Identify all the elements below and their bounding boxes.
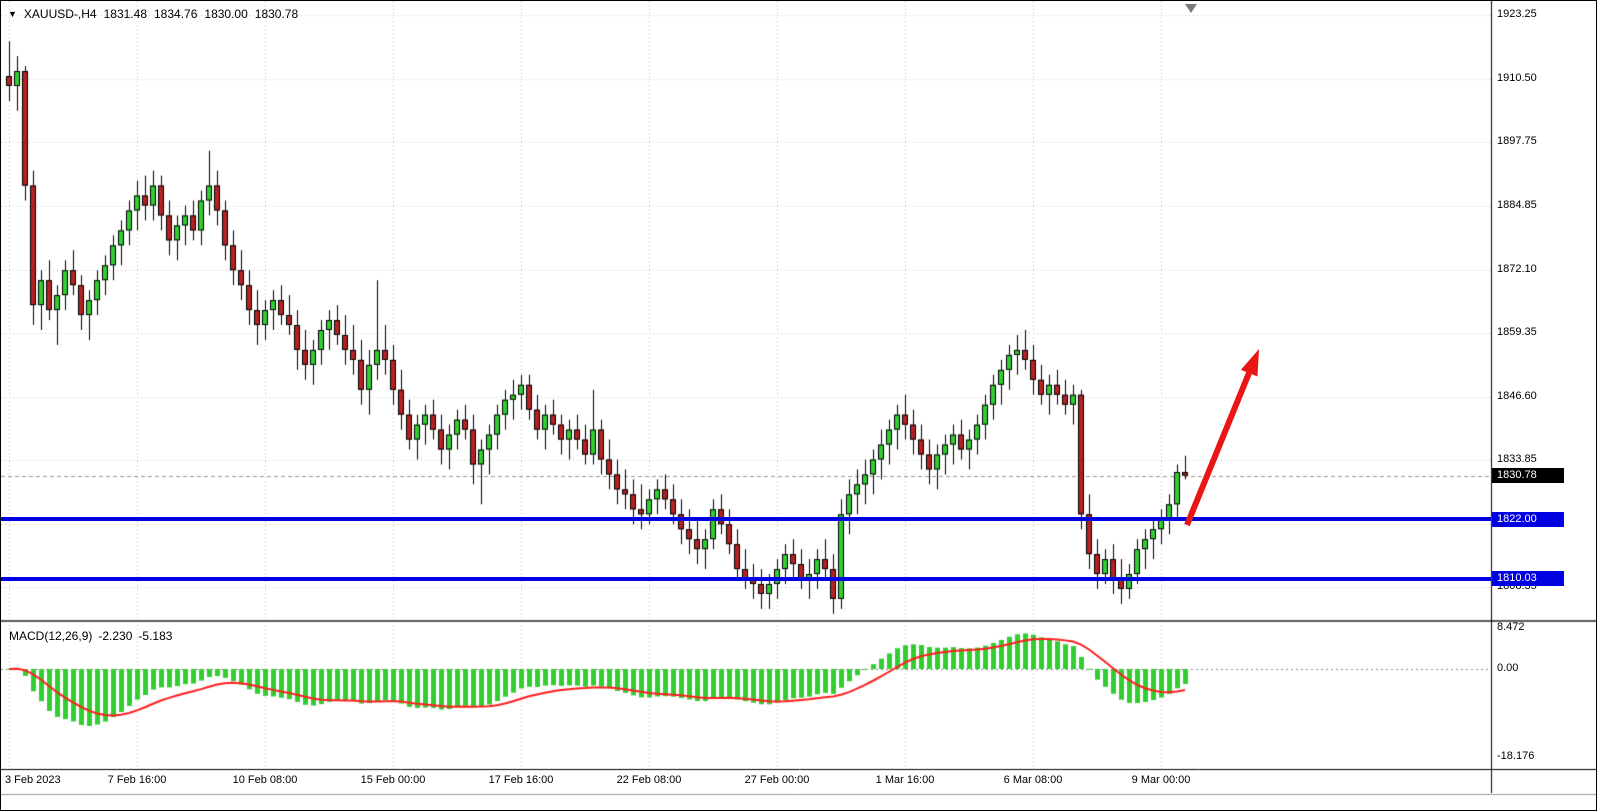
collapse-panel-icon[interactable]: ▼ bbox=[8, 9, 17, 19]
time-axis-label: 27 Feb 00:00 bbox=[744, 774, 810, 786]
time-axis-label: 6 Mar 08:00 bbox=[1003, 774, 1063, 786]
macd-indicator-label: MACD(12,26,9) -2.230 -5.183 bbox=[9, 629, 172, 643]
time-axis-label: 15 Feb 00:00 bbox=[360, 774, 426, 786]
chart-shift-icon[interactable] bbox=[1185, 4, 1197, 13]
trend-arrow[interactable] bbox=[1151, 331, 1281, 546]
macd-axis-label: 8.472 bbox=[1497, 621, 1525, 633]
price-axis-label: 1859.35 bbox=[1497, 326, 1537, 339]
ohlc-low: 1830.00 bbox=[204, 7, 248, 21]
current-price-badge: 1830.78 bbox=[1492, 468, 1564, 484]
level-price-badge: 1822.00 bbox=[1492, 511, 1564, 527]
trend-arrow-shaft bbox=[1184, 371, 1252, 527]
macd-axis-label: -18.176 bbox=[1497, 750, 1535, 762]
symbol-period-label: XAUUSD-,H4 bbox=[23, 7, 97, 21]
time-axis-label: 22 Feb 08:00 bbox=[616, 774, 682, 786]
price-axis-label: 1846.60 bbox=[1497, 389, 1537, 402]
price-axis-label: 1884.85 bbox=[1497, 199, 1537, 212]
macd-signal-value: -5.183 bbox=[138, 629, 173, 643]
macd-name: MACD(12,26,9) bbox=[9, 629, 93, 643]
price-axis-label: 1833.85 bbox=[1497, 453, 1537, 466]
price-level-line[interactable] bbox=[1, 517, 1491, 522]
time-axis-label: 9 Mar 00:00 bbox=[1131, 774, 1191, 786]
price-axis-label: 1872.10 bbox=[1497, 262, 1537, 275]
level-price-badge: 1810.03 bbox=[1492, 571, 1564, 587]
ohlc-high: 1834.76 bbox=[154, 7, 198, 21]
time-axis-label: 1 Mar 16:00 bbox=[875, 774, 935, 786]
time-axis-label: 7 Feb 16:00 bbox=[107, 774, 167, 786]
time-axis-label: 17 Feb 16:00 bbox=[488, 774, 554, 786]
price-axis-label: 1910.50 bbox=[1497, 71, 1537, 84]
ohlc-open: 1831.48 bbox=[103, 7, 147, 21]
chart-header: ▼ XAUUSD-,H4 1831.48 1834.76 1830.00 183… bbox=[8, 7, 298, 21]
trend-arrow-head bbox=[1240, 349, 1259, 377]
ohlc-close: 1830.78 bbox=[254, 7, 299, 21]
time-axis-label: 3 Feb 2023 bbox=[5, 774, 61, 786]
price-axis-label: 1923.25 bbox=[1497, 8, 1537, 20]
price-axis-label: 1897.75 bbox=[1497, 135, 1537, 147]
time-axis-label: 10 Feb 08:00 bbox=[232, 774, 298, 786]
macd-main-value: -2.230 bbox=[98, 629, 133, 643]
price-level-line[interactable] bbox=[1, 576, 1491, 581]
macd-axis-label: 0.00 bbox=[1497, 662, 1519, 674]
